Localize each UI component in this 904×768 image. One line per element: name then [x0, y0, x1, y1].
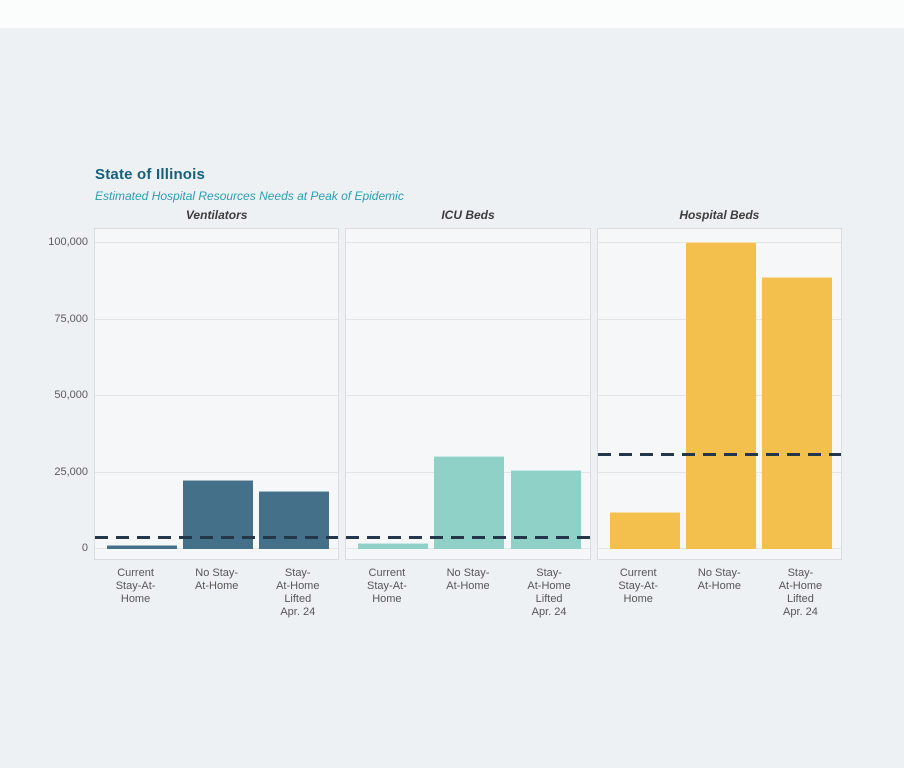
panel-hospital-beds: Hospital Beds Current Stay-At- Home No St…	[596, 208, 842, 619]
x-axis-labels: Current Stay-At- Home No Stay- At-Home Sta…	[345, 567, 590, 619]
x-label-no-stay-at-home: No Stay- At-Home	[697, 567, 742, 592]
bar-no-stay-at-home[interactable]	[434, 455, 505, 549]
y-tick-label: 0	[81, 542, 88, 554]
bars-group	[95, 229, 338, 559]
gridline	[95, 395, 339, 397]
bars-group	[598, 229, 841, 559]
plot-area	[94, 228, 340, 560]
y-tick-label: 25,000	[54, 465, 88, 478]
panel-title: ICU Beds	[441, 208, 495, 222]
panel-icu-beds: ICU Beds Current Stay-At- Home No Stay- A…	[345, 208, 591, 619]
y-axis: 0 25,000 50,000 75,000 100,000	[20, 0, 88, 600]
x-axis-labels: Current Stay-At- Home No Stay- At-Home Sta…	[94, 567, 339, 619]
panel-ventilators: Ventilators Current Stay-At- Home No Stay…	[94, 208, 340, 619]
chart-title: State of Illinois	[95, 166, 206, 183]
x-label-stay-at-home-lifted-apr-24: Stay- At-Home Lifted Apr. 24	[778, 567, 823, 618]
top-strip	[0, 0, 904, 28]
x-label-stay-at-home-lifted-apr-24: Stay- At-Home Lifted Apr. 24	[527, 567, 571, 618]
y-tick-label: 50,000	[54, 389, 88, 402]
x-label-stay-at-home-lifted-apr-24: Stay- At-Home Lifted Apr. 24	[276, 567, 320, 618]
x-label-no-stay-at-home: No Stay- At-Home	[194, 567, 239, 592]
x-label-current-stay-at-home: Current Stay-At- Home	[618, 567, 659, 605]
capacity-reference-line	[95, 535, 339, 539]
bar-current-stay-at-home[interactable]	[358, 542, 429, 549]
capacity-reference-line	[597, 452, 841, 456]
gridline	[95, 471, 339, 473]
gridline	[95, 318, 339, 320]
bar-stay-at-home-lifted-apr-24[interactable]	[761, 276, 832, 549]
gridline	[346, 318, 590, 320]
plot-area	[596, 228, 842, 560]
bar-stay-at-home-lifted-apr-24[interactable]	[259, 490, 330, 549]
panel-title: Ventilators	[185, 208, 248, 222]
x-label-current-stay-at-home: Current Stay-At- Home	[367, 567, 407, 605]
bar-current-stay-at-home[interactable]	[107, 545, 177, 549]
x-axis-labels: Current Stay-At- Home No Stay- At-Home Sta…	[597, 567, 842, 619]
bar-no-stay-at-home[interactable]	[685, 241, 756, 549]
bar-current-stay-at-home[interactable]	[609, 512, 680, 549]
y-tick-label: 75,000	[54, 312, 88, 325]
gridline	[346, 395, 590, 397]
bar-stay-at-home-lifted-apr-24[interactable]	[510, 469, 581, 549]
capacity-reference-line	[346, 535, 590, 539]
x-label-no-stay-at-home: No Stay- At-Home	[446, 567, 490, 592]
panels-row: Ventilators Current Stay-At- Home No Stay…	[94, 208, 842, 619]
plot-area	[345, 228, 591, 560]
gridline	[95, 242, 339, 244]
x-label-current-stay-at-home: Current Stay-At- Home	[115, 567, 156, 605]
bars-group	[346, 229, 589, 559]
gridline	[346, 242, 590, 244]
chart-subtitle: Estimated Hospital Resources Needs at Pe…	[95, 189, 404, 203]
y-tick-label: 100,000	[48, 236, 88, 249]
panel-title: Hospital Beds	[679, 208, 760, 222]
